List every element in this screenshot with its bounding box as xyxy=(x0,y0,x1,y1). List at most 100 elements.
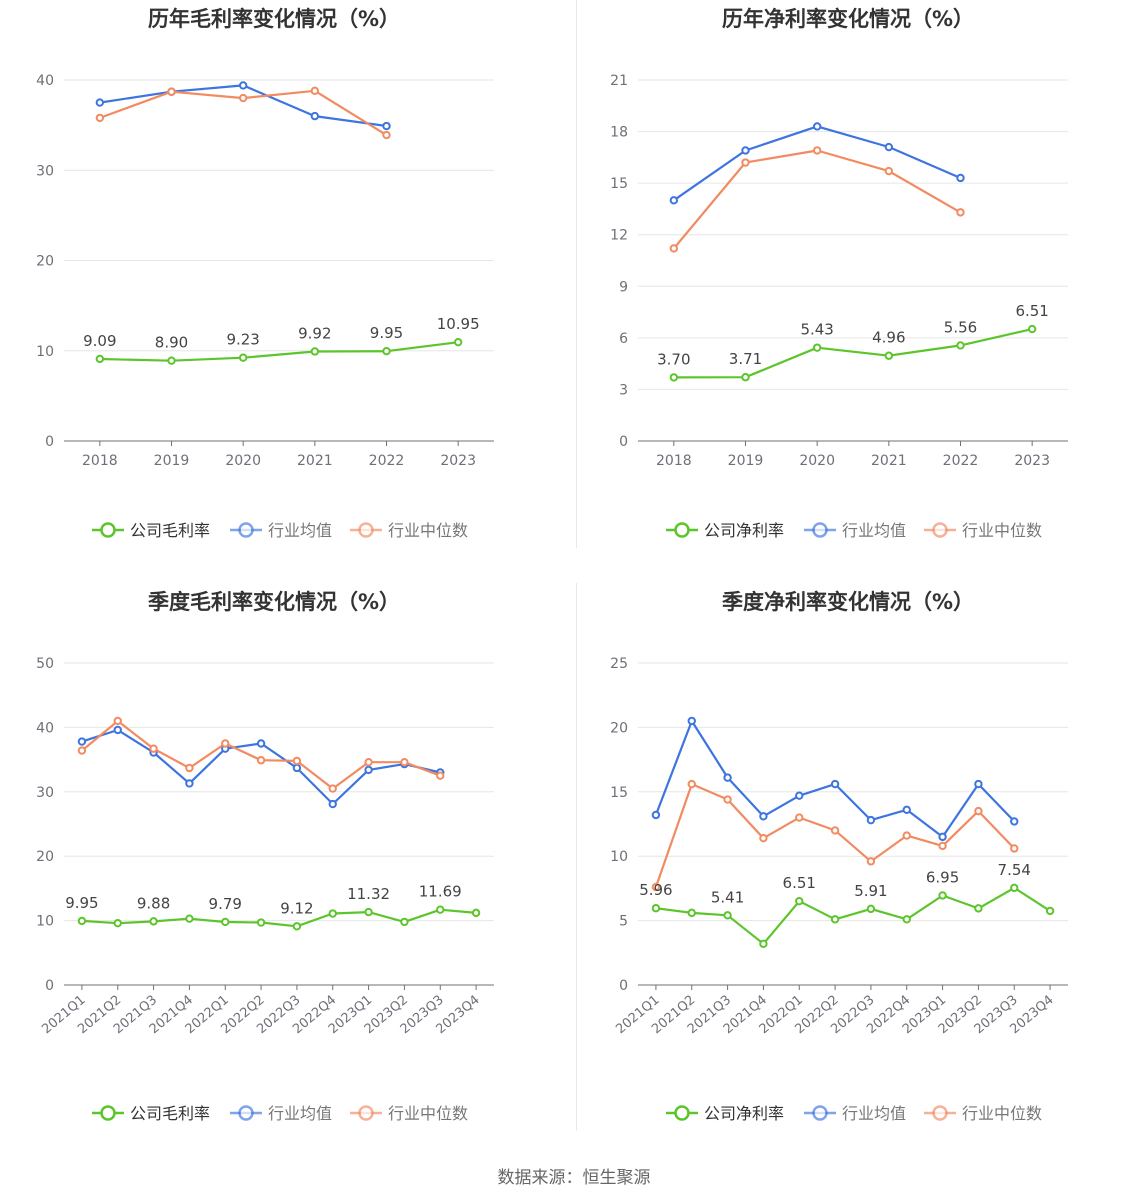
data-point-avg xyxy=(830,779,840,789)
legend-marker-icon xyxy=(358,1105,374,1121)
data-point-median xyxy=(902,831,911,840)
data-label: 3.70 xyxy=(657,350,690,368)
data-point-company xyxy=(471,908,481,918)
data-point-median xyxy=(292,756,302,766)
legend-marker-icon xyxy=(674,522,690,538)
data-point-company xyxy=(400,917,409,927)
y-tick-label: 15 xyxy=(610,176,628,192)
data-point-median xyxy=(651,882,661,892)
data-label: 9.95 xyxy=(370,324,403,342)
legend-item-company: 公司净利率 xyxy=(666,1104,784,1123)
data-label: 9.23 xyxy=(226,331,259,349)
y-tick-label: 10 xyxy=(36,914,54,930)
legend-item-avg: 行业均值 xyxy=(230,1104,332,1123)
chart-panel-annual-net-margin: 历年净利率变化情况（%） 0 3 6 9 12 15 18 21 2018 2019 2020 2021… xyxy=(574,0,1148,583)
data-point-avg xyxy=(902,805,911,815)
legend-item-company: 公司净利率 xyxy=(666,521,784,540)
legend-label: 行业均值 xyxy=(842,521,906,540)
y-tick-label: 40 xyxy=(36,720,54,736)
y-tick-label: 20 xyxy=(36,849,54,865)
data-point-company xyxy=(687,908,696,918)
legend-item-median: 行业中位数 xyxy=(924,1104,1042,1123)
series-line-avg xyxy=(99,84,387,128)
data-point-avg xyxy=(292,763,302,773)
data-point-company xyxy=(759,939,768,948)
data-label: 9.79 xyxy=(209,895,242,913)
data-point-median xyxy=(77,746,87,755)
series-line-median xyxy=(672,149,962,250)
data-point-company xyxy=(1010,883,1019,893)
series-line-median xyxy=(654,783,1016,888)
x-tick-label: 2021 xyxy=(297,453,333,469)
chart-panel-quarterly-gross-margin: 季度毛利率变化情况（%） 0 10 20 30 40 50 2021Q1 2021Q2 2021Q… xyxy=(0,583,574,1166)
series-line-company xyxy=(81,908,477,928)
data-point-company xyxy=(1045,906,1055,916)
y-tick-label: 5 xyxy=(619,914,628,930)
legend-marker-icon xyxy=(674,1105,690,1121)
data-label: 7.54 xyxy=(998,861,1031,879)
data-point-company xyxy=(436,905,445,914)
data-point-median xyxy=(884,166,894,176)
data-point-median xyxy=(938,841,947,851)
x-tick-label: 2023 xyxy=(440,453,476,469)
data-point-company xyxy=(149,917,158,926)
data-point-avg xyxy=(741,146,750,155)
data-label: 11.69 xyxy=(419,883,462,901)
data-point-avg xyxy=(328,799,337,809)
data-point-company xyxy=(221,917,230,927)
x-tick-label: 2022 xyxy=(943,453,979,469)
data-point-company xyxy=(830,915,840,924)
data-point-company xyxy=(292,922,302,931)
legend-item-company: 公司毛利率 xyxy=(92,521,210,540)
legend-label: 行业均值 xyxy=(268,1104,332,1123)
y-tick-label: 50 xyxy=(36,656,54,672)
x-tick-label: 2018 xyxy=(656,453,692,469)
data-point-company xyxy=(795,896,804,906)
legend-marker-icon xyxy=(812,1105,828,1121)
series-line-median xyxy=(81,719,441,790)
data-label: 5.91 xyxy=(854,882,887,900)
data-label: 10.95 xyxy=(437,315,480,333)
y-tick-label: 15 xyxy=(610,785,628,801)
data-point-median xyxy=(400,757,409,767)
y-tick-label: 30 xyxy=(36,785,54,801)
data-point-avg xyxy=(687,716,696,726)
data-point-avg xyxy=(238,81,248,90)
series-line-company xyxy=(655,886,1051,945)
data-point-avg xyxy=(795,791,804,800)
legend-label: 公司毛利率 xyxy=(130,521,210,540)
legend-item-avg: 行业均值 xyxy=(230,521,332,540)
y-tick-label: 10 xyxy=(610,849,628,865)
data-point-company xyxy=(382,347,391,356)
data-label: 3.71 xyxy=(729,350,762,368)
data-point-company xyxy=(364,907,373,917)
data-point-median xyxy=(741,158,750,167)
data-point-avg xyxy=(759,812,768,821)
data-point-avg xyxy=(77,737,87,746)
data-point-company xyxy=(866,904,876,914)
data-point-avg xyxy=(884,142,894,152)
data-point-avg xyxy=(669,196,679,205)
data-label: 6.51 xyxy=(783,874,816,892)
data-point-median xyxy=(1010,844,1019,853)
y-tick-label: 6 xyxy=(619,331,628,347)
legend-item-avg: 行业均值 xyxy=(804,521,906,540)
y-tick-label: 0 xyxy=(619,978,628,994)
data-point-company xyxy=(956,341,965,350)
data-point-avg xyxy=(364,765,373,775)
data-label: 5.56 xyxy=(944,318,977,336)
data-label: 5.43 xyxy=(800,321,833,339)
data-label: 4.96 xyxy=(872,329,905,347)
legend-item-avg: 行业均值 xyxy=(804,1104,906,1123)
data-point-median xyxy=(723,795,732,804)
data-label: 9.12 xyxy=(280,899,313,917)
data-point-median xyxy=(669,244,679,253)
legend-label: 行业中位数 xyxy=(388,1104,468,1123)
data-point-median xyxy=(382,130,391,140)
chart-panel-quarterly-net-margin: 季度净利率变化情况（%） 0 5 10 15 20 25 2021Q1 2021Q2 2021Q3… xyxy=(574,583,1148,1166)
data-point-company xyxy=(77,916,87,926)
data-point-median xyxy=(95,113,105,123)
legend-label: 行业均值 xyxy=(842,1104,906,1123)
y-tick-label: 0 xyxy=(619,434,628,450)
legend-label: 公司净利率 xyxy=(704,1104,784,1123)
